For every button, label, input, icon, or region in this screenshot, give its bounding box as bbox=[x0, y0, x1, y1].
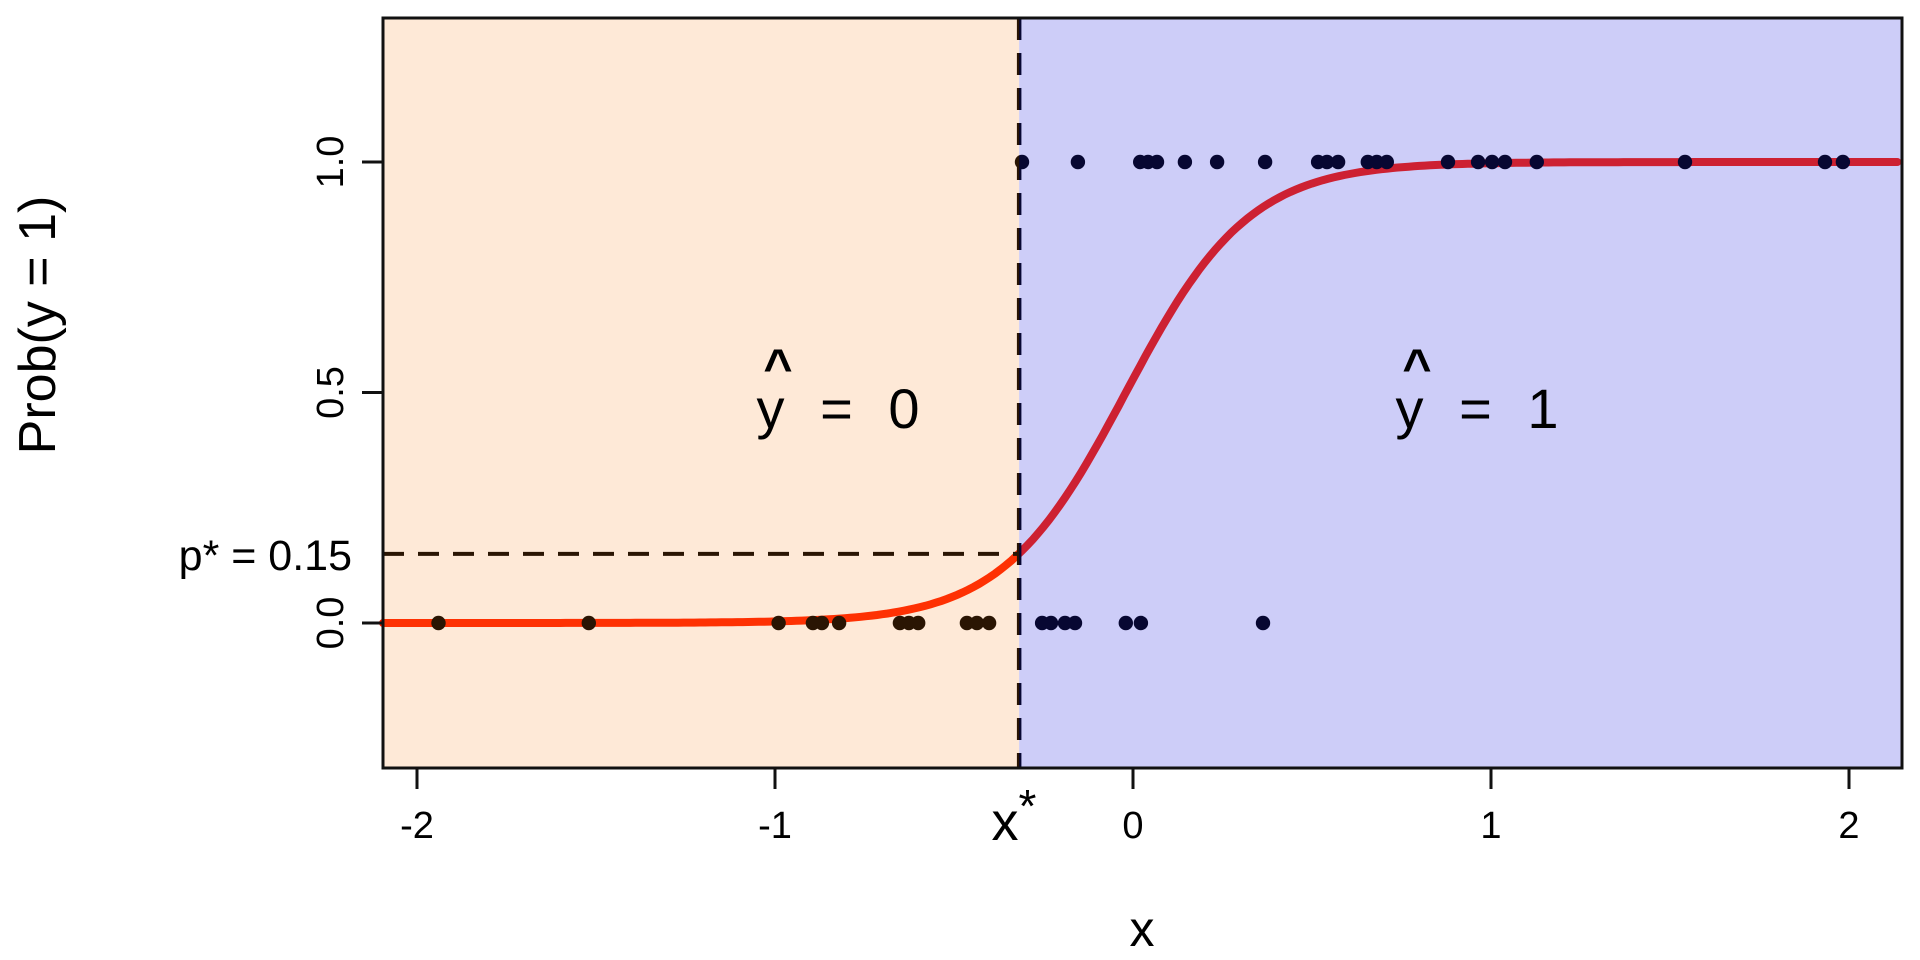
data-point bbox=[1319, 154, 1335, 170]
data-point bbox=[1677, 154, 1693, 170]
region-1-label-text: y = 1 bbox=[1396, 377, 1569, 440]
p-star-threshold-label: p* = 0.15 bbox=[179, 532, 352, 580]
x-axis-title: x bbox=[1130, 901, 1155, 957]
region-1-hat-glyph: ^ bbox=[1402, 339, 1431, 395]
data-point bbox=[1209, 154, 1225, 170]
sigmoid-curve bbox=[379, 158, 1902, 627]
y-axis-title: Prob(y = 1) bbox=[9, 196, 67, 455]
data-point bbox=[911, 615, 926, 631]
x-tick-label: 0 bbox=[1122, 805, 1143, 847]
y-axis: 0.0 0.5 1.0 bbox=[310, 136, 383, 650]
y-tick-label: 0.0 bbox=[310, 597, 352, 650]
predict-0-region bbox=[383, 18, 1020, 768]
region-0-label: ^ y = 0 bbox=[757, 339, 930, 440]
x-tick-label: -1 bbox=[758, 805, 792, 847]
data-point bbox=[1369, 154, 1385, 170]
data-point bbox=[959, 615, 975, 631]
data-point bbox=[1070, 154, 1086, 170]
data-point bbox=[1330, 154, 1346, 170]
x-star-threshold-label: x* bbox=[992, 780, 1037, 852]
data-point bbox=[1057, 615, 1073, 631]
data-point bbox=[1067, 615, 1083, 631]
data-point bbox=[1257, 154, 1273, 170]
data-point bbox=[1529, 154, 1545, 170]
data-point bbox=[1484, 154, 1500, 170]
predict-1-region bbox=[1019, 18, 1902, 768]
data-point bbox=[1149, 154, 1165, 170]
data-point bbox=[1817, 154, 1833, 170]
y-tick-label: 1.0 bbox=[310, 136, 352, 189]
data-point bbox=[431, 615, 446, 631]
data-point bbox=[1379, 154, 1395, 170]
data-point bbox=[1440, 154, 1456, 170]
data-point bbox=[1470, 154, 1486, 170]
data-point bbox=[1177, 154, 1193, 170]
data-point bbox=[981, 615, 997, 631]
data-point bbox=[1497, 154, 1513, 170]
x-axis: -2 -1 0 1 2 bbox=[400, 768, 1860, 847]
plot-under-layer bbox=[379, 18, 1902, 768]
data-point bbox=[581, 615, 596, 631]
data-point bbox=[771, 615, 786, 631]
data-point bbox=[831, 615, 847, 631]
region-0-hat-glyph: ^ bbox=[763, 339, 792, 395]
x-tick-label: 2 bbox=[1838, 805, 1859, 847]
region-0-label-text: y = 0 bbox=[757, 377, 930, 440]
y-tick-label: 0.5 bbox=[310, 366, 352, 419]
data-point bbox=[1133, 615, 1149, 631]
data-point bbox=[1014, 154, 1030, 170]
data-point bbox=[1043, 615, 1059, 631]
data-point bbox=[1255, 615, 1271, 631]
data-points bbox=[431, 154, 1851, 631]
data-point bbox=[1118, 615, 1134, 631]
data-point bbox=[814, 615, 830, 631]
region-1-label: ^ y = 1 bbox=[1396, 339, 1569, 440]
data-point bbox=[1835, 154, 1851, 170]
data-point bbox=[969, 615, 985, 631]
x-tick-label: -2 bbox=[400, 805, 434, 847]
x-tick-label: 1 bbox=[1480, 805, 1501, 847]
